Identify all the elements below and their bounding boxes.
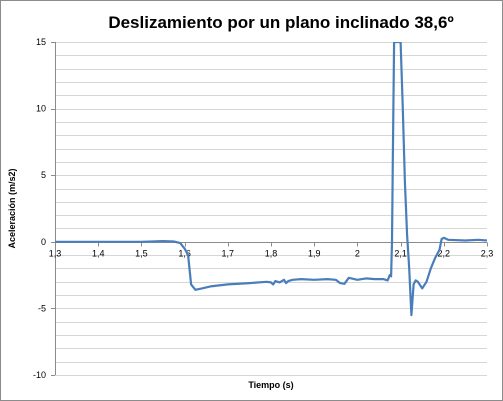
x-tick-label: 1,3 <box>49 249 62 259</box>
axes <box>51 42 488 376</box>
x-tick-labels: 1,3 1,4 1,5 1,6 1,7 1,8 1,9 2 2,1 2,2 2,3 <box>49 249 494 259</box>
series-line <box>55 42 487 317</box>
y-tick-label: 0 <box>41 237 46 247</box>
x-tick-label: 2,1 <box>394 249 407 259</box>
x-tick-label: 1,5 <box>135 249 148 259</box>
x-axis-label: Tiempo (s) <box>248 380 293 390</box>
x-tick-label: 1,9 <box>308 249 321 259</box>
x-tick-label: 2 <box>355 249 360 259</box>
data-series <box>55 42 487 317</box>
x-tick-label: 2,3 <box>481 249 494 259</box>
y-tick-label: 10 <box>36 104 46 114</box>
y-axis-label: Aceleración (m/s2) <box>7 168 17 248</box>
y-tick-label: 5 <box>41 170 46 180</box>
chart-title: Deslizamiento por un plano inclinado 38,… <box>108 13 453 32</box>
gridlines <box>55 42 487 376</box>
x-tick-label: 1,7 <box>222 249 235 259</box>
x-tick-label: 1,6 <box>178 249 191 259</box>
x-tick-label: 2,2 <box>438 249 451 259</box>
y-tick-labels: -10 -5 0 5 10 15 <box>33 37 46 380</box>
y-tick-label: 15 <box>36 37 46 47</box>
y-tick-label: -5 <box>38 303 46 313</box>
y-tick-label: -10 <box>33 370 46 380</box>
x-tick-label: 1,8 <box>265 249 278 259</box>
x-tick-label: 1,4 <box>92 249 105 259</box>
